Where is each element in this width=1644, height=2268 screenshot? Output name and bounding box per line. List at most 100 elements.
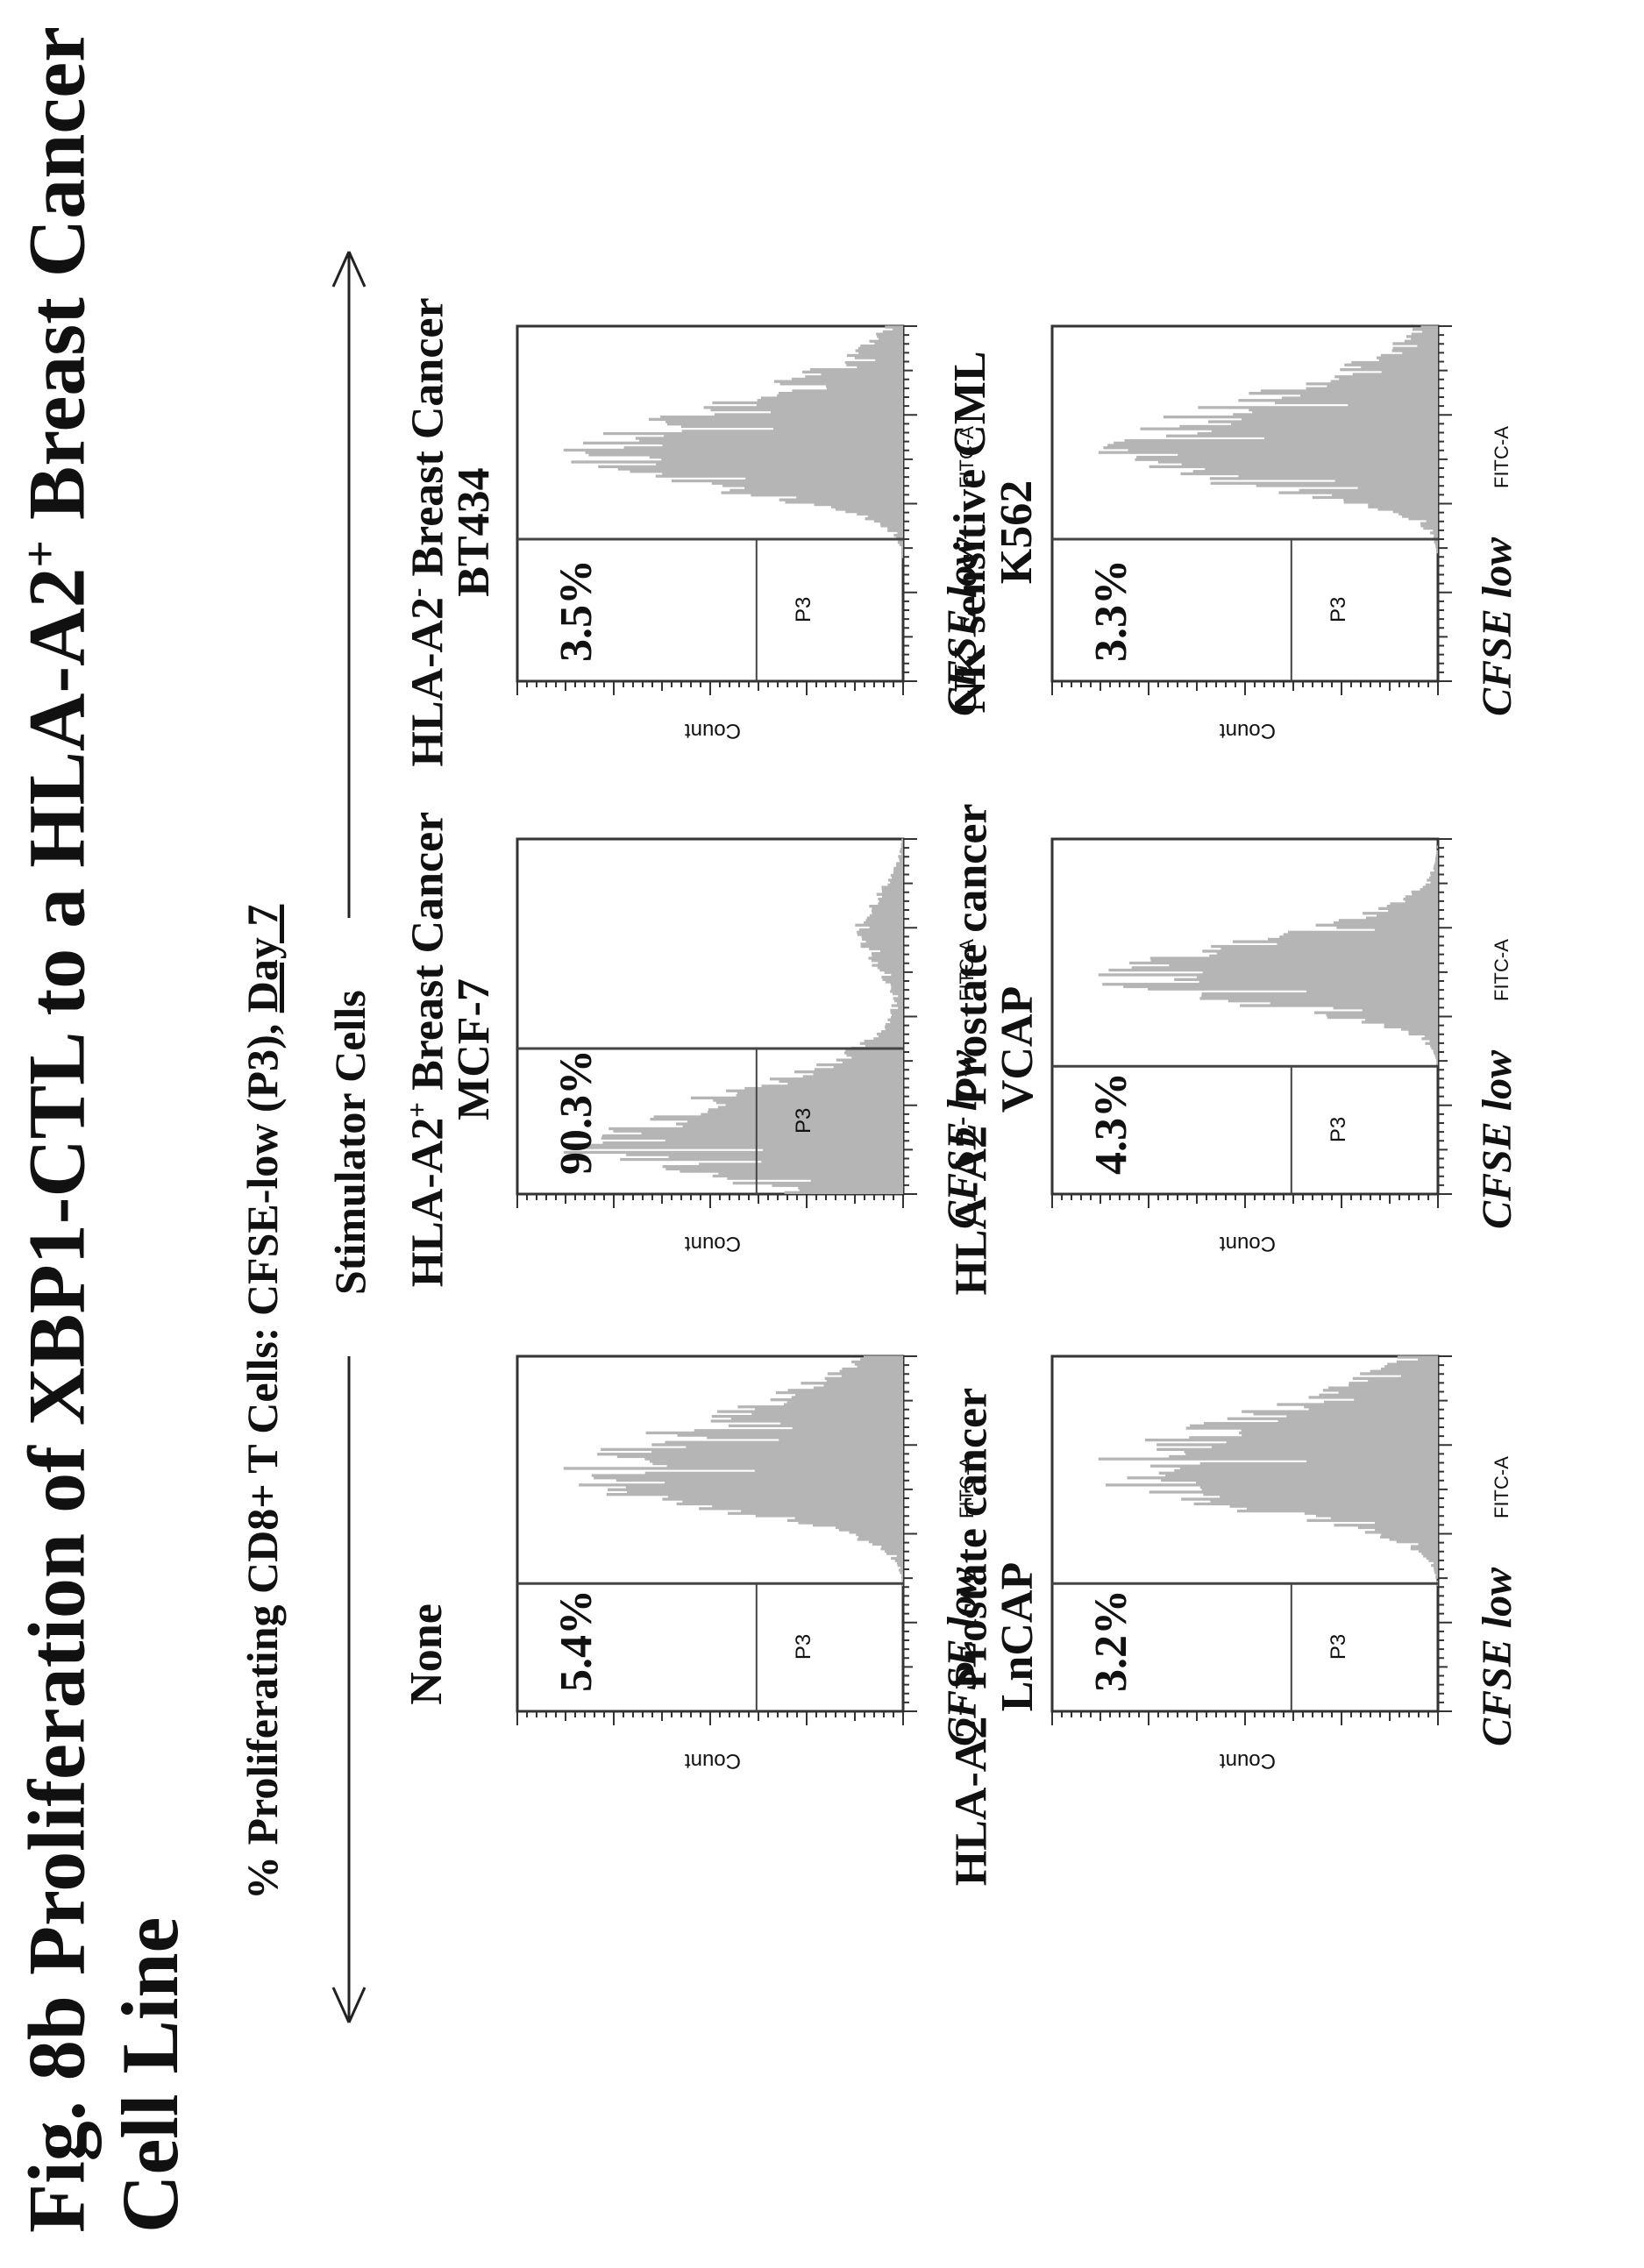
histogram-bin xyxy=(1315,1514,1439,1518)
histogram-bin xyxy=(869,905,903,908)
histogram-bin xyxy=(1253,1412,1439,1416)
histogram-bin xyxy=(1436,548,1438,551)
histogram-bin xyxy=(680,424,903,429)
histogram-bin xyxy=(1396,1360,1438,1364)
histogram-bin xyxy=(1422,330,1439,334)
histogram-bin xyxy=(892,876,904,879)
histogram-bin xyxy=(1430,871,1438,875)
histogram-bin xyxy=(1306,1518,1438,1522)
histogram-bin xyxy=(879,899,904,903)
histogram-bin xyxy=(1098,973,1439,977)
histogram-bin xyxy=(1233,413,1439,416)
histogram-bin xyxy=(857,366,903,369)
histogram-bin xyxy=(795,1393,904,1397)
histogram-bin xyxy=(1174,1468,1439,1473)
histogram-bin xyxy=(585,451,903,454)
histogram-bin xyxy=(786,1400,903,1404)
histogram-bin xyxy=(665,420,904,423)
histogram-bin xyxy=(1425,1042,1439,1045)
histogram-bin xyxy=(662,444,903,447)
histogram-bin xyxy=(1144,1438,1439,1442)
histogram-bin xyxy=(1281,396,1438,400)
histogram-bin xyxy=(823,1383,903,1388)
histogram-bin xyxy=(885,1025,903,1028)
histogram-bin xyxy=(879,337,904,341)
histogram-bin xyxy=(881,1030,904,1034)
histogram-bin xyxy=(1334,375,1438,379)
histogram-bin xyxy=(1157,460,1438,464)
histogram-bin xyxy=(1361,1020,1439,1024)
histogram-bin xyxy=(770,1397,903,1402)
histogram-bin xyxy=(1199,1485,1438,1489)
histogram-bin xyxy=(858,346,903,350)
histogram-bin xyxy=(1433,866,1439,871)
histogram-bin xyxy=(882,330,904,334)
histogram-bin xyxy=(751,1412,903,1416)
histogram-bin xyxy=(1127,1476,1439,1480)
histogram-bin xyxy=(855,923,903,927)
histogram-bin xyxy=(860,1358,903,1362)
histogram-bin xyxy=(1418,1358,1439,1362)
histogram-bin xyxy=(871,959,903,963)
histogram-bin xyxy=(1429,1044,1438,1048)
histogram-bin xyxy=(894,999,904,1003)
histogram-bin xyxy=(1236,1509,1438,1513)
histogram-bin xyxy=(1304,1511,1438,1515)
histogram-bin xyxy=(625,1485,904,1489)
histogram-bin xyxy=(1163,416,1438,419)
histogram-bin xyxy=(1363,912,1438,915)
histogram-bin xyxy=(601,1134,903,1138)
histogram-bin xyxy=(1229,1504,1438,1508)
histogram-bin xyxy=(901,841,904,844)
histogram-bin xyxy=(857,512,903,515)
histogram-bin xyxy=(901,1575,904,1579)
histogram-bin xyxy=(1421,1552,1439,1555)
histogram-bin xyxy=(859,1042,904,1045)
histogram-bin xyxy=(869,914,903,918)
histogram-bin xyxy=(601,1136,903,1140)
histogram-bin xyxy=(1216,952,1439,956)
histogram-bin xyxy=(880,1547,904,1551)
histogram-bin xyxy=(722,484,903,487)
histogram-bin xyxy=(881,885,904,889)
histogram-bin xyxy=(892,992,903,996)
histogram-bin xyxy=(1228,999,1439,1003)
histogram-bin xyxy=(877,335,904,338)
histogram-bin xyxy=(594,1476,904,1480)
histogram-bin xyxy=(871,952,904,956)
histogram-bin xyxy=(1249,408,1438,412)
histogram-bin xyxy=(1404,339,1439,343)
histogram-bin xyxy=(1098,451,1439,454)
histogram-bin xyxy=(707,1436,904,1440)
histogram-bin xyxy=(682,1500,903,1504)
histogram-bin xyxy=(831,505,904,508)
histogram-bin xyxy=(1398,512,1438,515)
histogram-bin xyxy=(1352,1376,1438,1380)
histogram-bin xyxy=(900,550,904,554)
histogram-bin xyxy=(1098,1457,1439,1461)
histogram-bin xyxy=(896,862,904,865)
histogram-bin xyxy=(1411,337,1439,341)
histogram-bin xyxy=(1376,914,1438,918)
histogram-bin xyxy=(1103,446,1438,450)
histogram-bin xyxy=(714,413,903,416)
histogram-bin xyxy=(882,890,903,894)
histogram-bin xyxy=(1199,997,1438,1000)
histogram-bin xyxy=(1193,1502,1438,1506)
histogram-bin xyxy=(855,349,903,352)
histogram-bin xyxy=(835,1525,903,1530)
histogram-bin xyxy=(890,873,904,878)
histogram-bin xyxy=(887,1018,904,1021)
histogram-bin xyxy=(1381,1532,1439,1537)
histogram-bin xyxy=(813,1072,903,1076)
histogram-bin xyxy=(1436,850,1439,854)
histogram-bin xyxy=(864,921,904,925)
histogram-bin xyxy=(869,947,903,950)
histogram-bin xyxy=(1242,1410,1438,1413)
histogram-bin xyxy=(792,1426,904,1430)
histogram-bin xyxy=(1434,859,1438,863)
histogram-bin xyxy=(858,928,903,932)
histogram-bin xyxy=(616,1454,903,1459)
histogram-bin xyxy=(737,1091,903,1095)
histogram-bin xyxy=(1384,1025,1438,1028)
